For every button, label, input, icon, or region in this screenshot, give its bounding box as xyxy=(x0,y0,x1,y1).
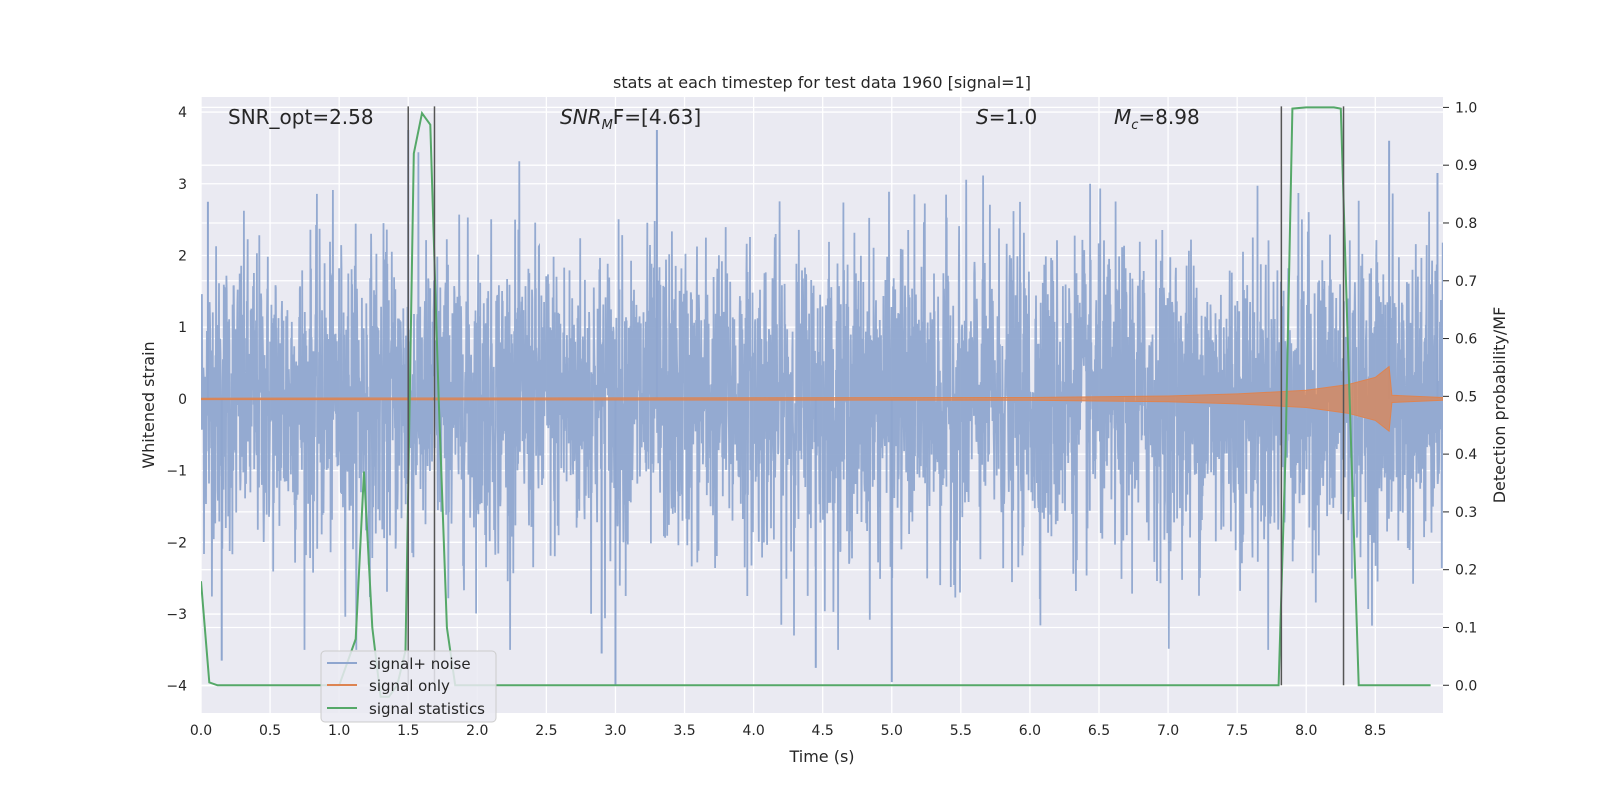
x-tick-label: 1.0 xyxy=(328,723,350,739)
x-tick-label: 6.5 xyxy=(1088,723,1110,739)
x-tick-label: 4.0 xyxy=(742,723,764,739)
chart-title: stats at each timestep for test data 196… xyxy=(613,73,1031,92)
y-tick-label: 4 xyxy=(178,105,187,121)
y2-tick-label: 0.3 xyxy=(1455,505,1477,521)
y2-axis-label: Detection probability/MF xyxy=(1490,307,1509,504)
legend: signal+ noise signal only signal statist… xyxy=(320,650,497,723)
y-tick-label: −4 xyxy=(166,679,187,695)
annotation-s-main: S xyxy=(976,105,989,129)
x-tick-label: 3.0 xyxy=(604,723,626,739)
y2-tick-label: 0.6 xyxy=(1455,332,1477,348)
y2-tick-label: 0.1 xyxy=(1455,620,1477,636)
y2-tick-label: 1.0 xyxy=(1455,100,1477,116)
x-tick-label: 0.0 xyxy=(190,723,212,739)
x-tick-label: 2.0 xyxy=(466,723,488,739)
x-tick-label: 4.5 xyxy=(812,723,834,739)
y2-ticks: 1.0 0.9 0.8 0.7 0.6 0.5 0.4 0.3 0.2 0.1 0.0 xyxy=(1443,100,1477,694)
x-tick-label: 5.0 xyxy=(881,723,903,739)
x-tick-label: 0.5 xyxy=(259,723,281,739)
annotation-snr-mf-main: SNR xyxy=(560,105,602,129)
x-tick-label: 8.0 xyxy=(1295,723,1317,739)
y-tick-label: 2 xyxy=(178,248,187,264)
series-signal-statistics xyxy=(201,106,1431,698)
annotation-snr-mf-rest: F=[4.63] xyxy=(613,105,701,129)
legend-box xyxy=(320,650,497,723)
x-tick-label: 7.0 xyxy=(1157,723,1179,739)
x-tick-label: 1.5 xyxy=(397,723,419,739)
legend-label-noise: signal+ noise xyxy=(369,655,471,673)
x-tick-label: 5.5 xyxy=(950,723,972,739)
y2-tick-label: 0.4 xyxy=(1455,447,1477,463)
y2-tick-label: 0.5 xyxy=(1455,389,1477,405)
x-tick-label: 7.5 xyxy=(1226,723,1248,739)
y-tick-label: 3 xyxy=(178,177,187,193)
y2-tick-label: 0.0 xyxy=(1455,678,1477,694)
annotation-snr-mf-sub: M xyxy=(602,118,613,133)
y2-tick-label: 0.7 xyxy=(1455,274,1477,290)
vertical-markers xyxy=(407,106,1345,686)
legend-label-signal: signal only xyxy=(369,677,450,695)
annotation-mc-sub: c xyxy=(1131,118,1138,133)
x-tick-label: 8.5 xyxy=(1364,723,1386,739)
y2-tick-label: 0.9 xyxy=(1455,158,1477,174)
x-tick-label: 6.0 xyxy=(1019,723,1041,739)
x-tick-label: 3.5 xyxy=(673,723,695,739)
y2-tick-label: 0.8 xyxy=(1455,216,1477,232)
y-axis-label: Whitened strain xyxy=(139,341,158,468)
x-tick-label: 2.5 xyxy=(535,723,557,739)
annotation-s-rest: =1.0 xyxy=(989,105,1038,129)
y2-tick-label: 0.2 xyxy=(1455,563,1477,579)
series-signal-only xyxy=(201,365,1443,433)
y-tick-label: −2 xyxy=(166,535,187,551)
y-tick-label: −3 xyxy=(166,607,187,623)
x-axis-label: Time (s) xyxy=(788,747,854,766)
annotation-mc: Mc=8.98 xyxy=(1114,105,1200,133)
annotation-s: S=1.0 xyxy=(976,105,1037,129)
annotation-mc-rest: =8.98 xyxy=(1138,105,1199,129)
x-ticks: 0.0 0.5 1.0 1.5 2.0 2.5 3.0 3.5 4.0 4.5 5.0 5.5 6.0 6… xyxy=(190,723,1387,739)
legend-label-statistics: signal statistics xyxy=(369,700,485,718)
y-tick-label: 0 xyxy=(178,392,187,408)
y-ticks: 4 3 2 1 0 −1 −2 −3 −4 xyxy=(166,105,187,695)
annotation-snr-opt: SNR_opt=2.58 xyxy=(228,105,374,129)
annotation-mc-main: M xyxy=(1114,105,1131,129)
annotation-snr-mf: SNRMF=[4.63] xyxy=(560,105,701,133)
y-tick-label: 1 xyxy=(178,320,187,336)
y-tick-label: −1 xyxy=(166,464,187,480)
